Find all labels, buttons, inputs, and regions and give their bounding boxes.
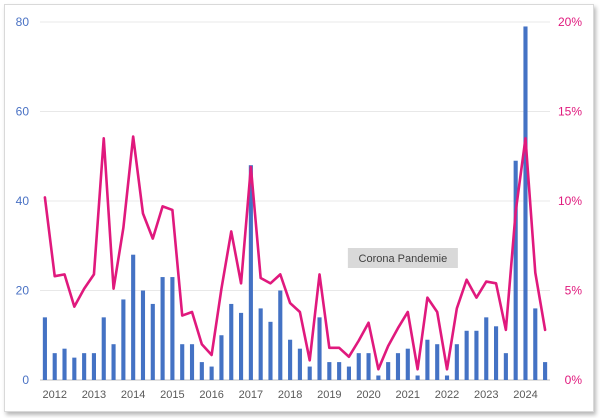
bar — [239, 312, 244, 381]
bar — [229, 303, 234, 380]
x-tick-label: 2012 — [42, 389, 66, 401]
bar — [62, 348, 67, 380]
bar — [52, 353, 57, 380]
bar — [219, 335, 224, 380]
bar — [140, 290, 146, 380]
right-y-tick-label: 15% — [558, 105, 582, 119]
bar — [317, 317, 322, 380]
annotation-label: Corona Pandemie — [359, 253, 448, 265]
bar — [346, 366, 351, 380]
x-tick-label: 2019 — [317, 389, 341, 401]
x-tick-label: 2022 — [435, 389, 459, 401]
x-tick-label: 2014 — [121, 389, 145, 401]
bar — [474, 330, 479, 380]
bar — [42, 317, 47, 380]
bar — [425, 339, 430, 380]
bar — [484, 317, 489, 380]
bar — [101, 317, 106, 380]
bar — [435, 344, 440, 380]
bar — [121, 299, 126, 380]
bar — [503, 353, 508, 380]
bar — [297, 348, 302, 380]
bar — [72, 357, 77, 381]
bar — [405, 348, 410, 380]
bar — [386, 362, 391, 380]
x-tick-label: 2015 — [160, 389, 184, 401]
x-tick-label: 2023 — [474, 389, 498, 401]
bar — [258, 308, 263, 380]
bar — [131, 254, 136, 380]
bar — [209, 366, 214, 380]
bar — [180, 344, 185, 380]
bar — [337, 362, 342, 380]
x-tick-label: 2018 — [278, 389, 302, 401]
bar — [288, 339, 293, 380]
bar — [366, 353, 371, 380]
bar — [464, 330, 469, 380]
bar — [444, 375, 450, 380]
bar — [513, 160, 518, 380]
bar — [268, 321, 273, 380]
bar — [543, 362, 548, 380]
x-tick-label: 2017 — [239, 389, 263, 401]
x-tick-label: 2020 — [356, 389, 380, 401]
line-path — [43, 135, 547, 371]
annotation-box — [347, 248, 458, 268]
right-y-tick-label: 5% — [565, 284, 583, 298]
bar — [307, 366, 312, 380]
x-tick-label: 2013 — [82, 389, 106, 401]
axis-ticks: 0 20 40 60 80 0% 5% 10% 15% 20% 2012 2013 2014 2015 20… — [16, 15, 583, 401]
bar — [327, 362, 332, 380]
bar — [248, 165, 253, 380]
left-y-tick-label: 40 — [16, 194, 30, 208]
bar — [150, 303, 155, 380]
bar — [160, 277, 165, 380]
right-y-tick-label: 10% — [558, 194, 582, 208]
bar-series — [42, 26, 548, 381]
left-y-tick-label: 20 — [16, 284, 30, 298]
right-y-tick-label: 0% — [565, 373, 583, 387]
x-tick-label: 2024 — [513, 389, 537, 401]
bar — [395, 353, 401, 380]
grid-lines — [40, 21, 550, 381]
bar — [199, 362, 204, 380]
left-y-tick-label: 80 — [16, 15, 30, 29]
bar — [356, 353, 361, 380]
bar — [82, 353, 87, 380]
annotation: Corona Pandemie — [347, 248, 458, 268]
bar — [278, 290, 283, 380]
left-y-tick-label: 60 — [16, 105, 30, 119]
bar — [494, 326, 499, 380]
right-y-tick-label: 20% — [558, 15, 582, 29]
bar — [111, 344, 116, 380]
x-tick-label: 2021 — [396, 389, 420, 401]
bar — [189, 344, 195, 380]
x-tick-label: 2016 — [199, 389, 223, 401]
bar — [415, 375, 420, 380]
bar — [454, 344, 459, 380]
bar — [523, 26, 528, 380]
bar — [533, 308, 538, 380]
bar — [376, 375, 381, 380]
bar — [170, 277, 175, 380]
line-series — [43, 135, 547, 371]
bar — [91, 353, 96, 380]
left-y-tick-label: 0 — [22, 373, 29, 387]
